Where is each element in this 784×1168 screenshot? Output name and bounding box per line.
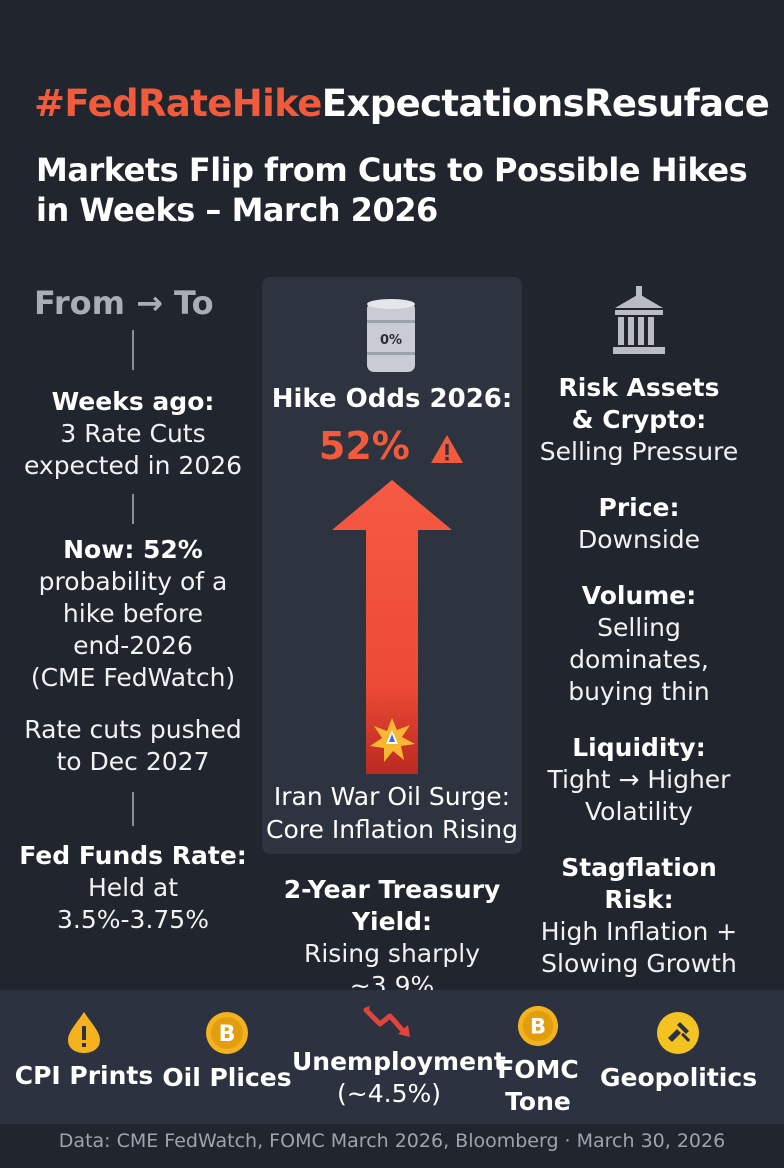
price-label: Price: <box>598 493 680 522</box>
hike-odds-value-row: 52% <box>262 424 522 468</box>
weeks-ago-line: expected in 2026 <box>23 451 243 480</box>
timeline-divider <box>132 494 134 524</box>
treasury-yield-block: 2-Year Treasury Yield: Rising sharply ~3… <box>250 874 534 1002</box>
from-to-label: From → To <box>34 284 214 322</box>
inflation-line: Core Inflation Rising <box>266 815 518 844</box>
stagflation-line: Slowing Growth <box>541 949 737 978</box>
weeks-ago-block: Weeks ago: 3 Rate Cuts expected in 2026 <box>10 386 256 482</box>
unemployment-value: (~4.5%) <box>337 1079 441 1108</box>
bank-building-icon <box>613 286 665 354</box>
coin-symbol: B <box>530 1014 546 1039</box>
fomc-label: Tone <box>505 1087 571 1116</box>
liquidity-label: Liquidity: <box>572 733 706 762</box>
subtitle-line-1: Markets Flip from Cuts to Possible Hikes <box>36 151 748 189</box>
hashtag-colored: #FedRateHike <box>34 82 322 125</box>
price-text: Downside <box>577 525 701 554</box>
hike-odds-label: Hike Odds 2026: <box>271 384 513 414</box>
source-footer: Data: CME FedWatch, FOMC March 2026, Blo… <box>58 1130 726 1152</box>
fomc-item: B FOMC Tone <box>490 1004 586 1118</box>
now-line: hike before <box>62 599 204 628</box>
right-column: Risk Assets & Crypto: Selling Pressure P… <box>524 286 754 980</box>
treasury-line: Rising sharply <box>303 939 481 968</box>
now-line: probability of a <box>38 567 228 596</box>
volume-block: Volume: Selling dominates, buying thin <box>524 580 754 708</box>
risk-assets-block: Risk Assets & Crypto: Selling Pressure <box>524 372 754 468</box>
subtitle-line-2: in Weeks – March 2026 <box>36 191 438 229</box>
volume-label: Volume: <box>581 581 697 610</box>
cpi-item: CPI Prints <box>14 1010 154 1092</box>
cuts-pushed-block: Rate cuts pushed to Dec 2027 <box>10 714 256 778</box>
barrel-label: 0% <box>380 333 402 348</box>
watch-factors-bar: CPI Prints B Oil Plices Unemployment (~4… <box>0 990 784 1124</box>
stagflation-line: High Inflation + <box>540 917 738 946</box>
hashtag-rest: ExpectationsResuface <box>321 82 770 125</box>
weeks-ago-line: 3 Rate Cuts <box>60 419 206 448</box>
cuts-pushed-line: to Dec 2027 <box>56 747 210 776</box>
risk-label: & Crypto: <box>571 405 707 434</box>
cuts-pushed-line: Rate cuts pushed <box>24 715 242 744</box>
geopolitics-label: Geopolitics <box>600 1063 758 1092</box>
fed-funds-line: Held at <box>87 873 179 902</box>
fed-funds-line: 3.5%-3.75% <box>57 905 209 934</box>
now-block: Now: 52% probability of a hike before en… <box>10 534 256 694</box>
geopolitics-item: Geopolitics <box>600 1010 758 1094</box>
liquidity-block: Liquidity: Tight → Higher Volatility <box>524 732 754 828</box>
stagflation-block: Stagflation Risk: High Inflation + Slowi… <box>524 852 754 980</box>
fed-funds-label: Fed Funds Rate: <box>19 841 247 870</box>
now-line: (CME FedWatch) <box>30 663 236 692</box>
page-subtitle: Markets Flip from Cuts to Possible Hikes… <box>36 150 756 230</box>
coin-symbol: B <box>219 1022 236 1047</box>
volume-line: Selling dominates, <box>569 613 709 674</box>
trend-down-icon <box>363 1006 410 1037</box>
gavel-coin-icon <box>657 1012 699 1054</box>
fomc-label: FOMC <box>497 1055 579 1084</box>
hike-odds-value: 52% <box>318 424 410 468</box>
weeks-ago-label: Weeks ago: <box>51 387 215 416</box>
liquidity-line: Tight → Higher <box>547 765 731 794</box>
alert-drop-icon <box>68 1012 100 1053</box>
oil-barrel-icon: 0% <box>367 299 415 372</box>
oil-surge-line: Iran War Oil Surge: <box>273 782 511 811</box>
price-block: Price: Downside <box>524 492 754 556</box>
fed-funds-block: Fed Funds Rate: Held at 3.5%-3.75% <box>10 840 256 936</box>
volume-line: buying thin <box>568 677 710 706</box>
rising-odds-arrow <box>332 480 452 774</box>
now-line: end-2026 <box>73 631 193 660</box>
risk-label: Risk Assets <box>558 373 720 402</box>
unemployment-item: Unemployment (~4.5%) <box>292 1004 506 1110</box>
oil-label: Oil Plices <box>162 1063 292 1092</box>
left-column: From → To Weeks ago: 3 Rate Cuts expecte… <box>10 284 256 936</box>
unemployment-label: Unemployment <box>292 1047 506 1076</box>
bitcoin-coin-icon: B <box>206 1012 248 1054</box>
treasury-label: 2-Year Treasury Yield: <box>283 875 501 936</box>
page-title: #FedRateHikeExpectationsResuface <box>34 82 774 125</box>
explosion-icon <box>370 718 415 762</box>
timeline-divider <box>132 792 134 826</box>
timeline-divider <box>132 330 134 370</box>
cpi-label: CPI Prints <box>14 1061 154 1090</box>
oil-surge-caption: Iran War Oil Surge: Core Inflation Risin… <box>262 780 522 846</box>
liquidity-line: Volatility <box>585 797 693 826</box>
oil-item: B Oil Plices <box>162 1010 292 1094</box>
stagflation-label: Stagflation Risk: <box>561 853 717 914</box>
risk-text: Selling Pressure <box>539 437 739 466</box>
now-label: Now: 52% <box>63 535 203 564</box>
warning-icon <box>431 434 464 463</box>
bitcoin-coin-icon: B <box>517 1005 559 1047</box>
